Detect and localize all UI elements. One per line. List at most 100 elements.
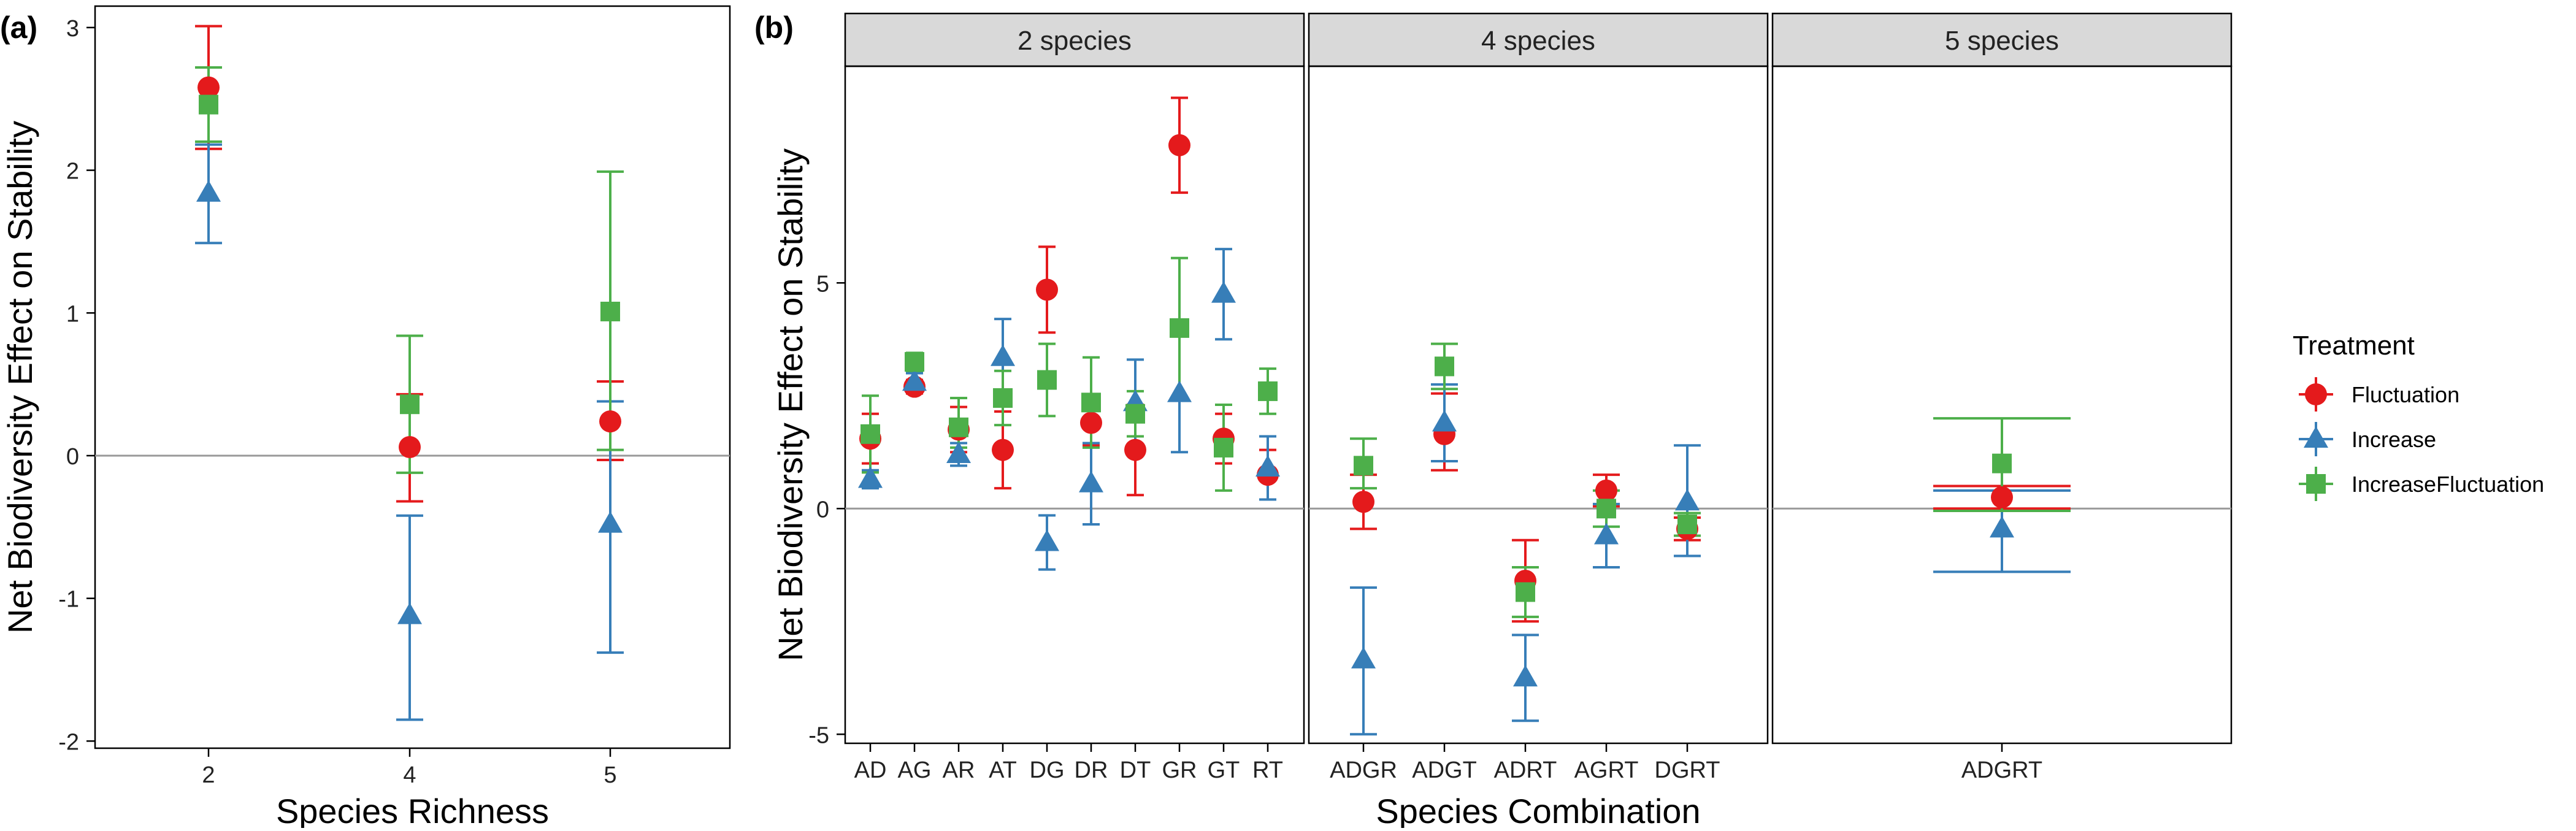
facet-2-point-IncreaseFluctuation (1354, 456, 1373, 476)
facet-2-point-Increase (1594, 523, 1619, 545)
facet-x-tick-label: ADRT (1494, 757, 1557, 783)
panel-a-point-IncreaseFluctuation (600, 301, 620, 321)
legend-label-Fluctuation: Fluctuation (2352, 382, 2459, 407)
facet-2-point-Increase (1675, 489, 1700, 511)
facet-2-point-IncreaseFluctuation (1516, 582, 1535, 602)
facet-x-tick-label: RT (1252, 757, 1283, 783)
facet-2-point-IncreaseFluctuation (1597, 499, 1616, 519)
facet-1-point-Fluctuation (992, 438, 1014, 461)
facet-strip-label: 5 species (1945, 26, 2059, 56)
panel-b-label: (b) (754, 10, 794, 45)
facet-border (1771, 65, 2233, 745)
panel-a-y-axis-title: Net Biodiversity Effect on Stability (1, 121, 39, 634)
facet-x-tick-label: ADGT (1412, 757, 1477, 783)
panel-a-y-tick-label: 3 (66, 16, 79, 42)
facet-2-point-Increase (1513, 665, 1538, 687)
panel-a-point-IncreaseFluctuation (199, 94, 218, 115)
facet-1-point-Increase (991, 344, 1015, 366)
panel-a-point-Fluctuation (197, 76, 220, 99)
facet-1-point-Increase (1035, 529, 1059, 551)
facet-2-point-Fluctuation (1352, 491, 1374, 513)
panel-a-y-tick-label: 2 (66, 159, 79, 185)
facet-border (844, 65, 1305, 745)
facet-2-point-IncreaseFluctuation (1677, 515, 1697, 535)
facet-1-point-IncreaseFluctuation (861, 424, 880, 444)
facet-border (1308, 65, 1769, 745)
facet-1-point-Increase (858, 466, 883, 488)
facet-x-tick-label: AG (898, 757, 932, 783)
facet-x-tick-label: AT (989, 757, 1017, 783)
legend-title: Treatment (2293, 331, 2415, 361)
panel-a-border (94, 5, 731, 749)
facet-1-point-Fluctuation (1168, 134, 1190, 156)
facet-1-point-IncreaseFluctuation (1125, 404, 1145, 424)
legend-marker-IncreaseFluctuation (2306, 474, 2326, 494)
facet-1-point-Increase (902, 369, 927, 391)
facet-x-tick-label: ADGR (1330, 757, 1397, 783)
facet-3-point-Fluctuation (1991, 486, 2013, 508)
panel-a-point-Fluctuation (599, 410, 621, 433)
panel-a-point-IncreaseFluctuation (400, 394, 420, 415)
panel-a-point-Increase (598, 511, 623, 533)
panel-b-y-tick-label: -5 (808, 722, 829, 748)
facet-2-point-IncreaseFluctuation (1435, 356, 1454, 377)
facet-1-point-Increase (1255, 455, 1280, 477)
facet-1-point-IncreaseFluctuation (1081, 393, 1101, 413)
panel-b-y-tick-label: 5 (816, 271, 829, 297)
figure-frame: (a) (b) (0, 10, 794, 45)
facet-x-tick-label: GT (1208, 757, 1240, 783)
facet-1-point-Increase (1211, 281, 1236, 303)
facet-1-point-IncreaseFluctuation (905, 352, 924, 372)
panel-a-label: (a) (0, 10, 37, 45)
legend-marker-Increase (2304, 426, 2328, 448)
facet-x-tick-label: DR (1075, 757, 1108, 783)
facet-strip-label: 2 species (1018, 26, 1132, 56)
facet-x-tick-label: ADGRT (1961, 757, 2042, 783)
legend-label-IncreaseFluctuation: IncreaseFluctuation (2352, 472, 2544, 497)
facet-3: 5 species ADGRT (1771, 12, 2233, 783)
facet-x-tick-label: DT (1120, 757, 1151, 783)
panel-b-x-axis-title: Species Combination (1376, 792, 1700, 828)
facet-1-point-IncreaseFluctuation (993, 388, 1013, 408)
facet-2-point-Increase (1432, 410, 1457, 432)
panel-a-point-Increase (196, 180, 221, 202)
panel-a-x-tick-label: 4 (403, 762, 416, 788)
legend-marker-Fluctuation (2305, 383, 2327, 405)
facet-x-tick-label: AR (943, 757, 975, 783)
panel-a-y-tick-label: 0 (66, 444, 79, 470)
facet-1-point-IncreaseFluctuation (1214, 437, 1233, 458)
panel-b-plot: Net Biodiversity Effect on Stability Spec… (771, 12, 2233, 830)
facet-1-point-Fluctuation (1080, 412, 1102, 434)
facet-1: 2 species AD AG AR AT DG DR DT GR GT RT (844, 12, 1305, 783)
facet-x-tick-label: DGRT (1655, 757, 1720, 783)
facet-2-point-Increase (1351, 646, 1376, 668)
facet-1-point-Fluctuation (1124, 438, 1146, 461)
facet-strip (1308, 12, 1769, 67)
panel-a-point-Increase (397, 602, 422, 624)
facet-1-point-Fluctuation (1036, 278, 1058, 301)
facet-1-point-IncreaseFluctuation (1170, 318, 1189, 338)
facet-1-point-Increase (1167, 380, 1192, 402)
panel-a-plot: -2 -1 0 1 2 3 2 4 5 Species Richness Net Biodivers… (1, 5, 731, 830)
facet-1-point-IncreaseFluctuation (949, 417, 968, 437)
facet-x-tick-label: GR (1162, 757, 1197, 783)
facet-x-tick-label: AGRT (1574, 757, 1639, 783)
facet-1-point-Increase (946, 441, 971, 463)
panel-a-x-tick-label: 2 (202, 762, 215, 788)
panel-a-x-tick-label: 5 (604, 762, 616, 788)
panel-a-y-tick-label: -1 (58, 587, 79, 613)
facet-2: 4 species ADGR ADGT ADRT AGRT DGRT (1308, 12, 1769, 783)
facet-x-tick-label: AD (854, 757, 887, 783)
facet-1-point-IncreaseFluctuation (1258, 381, 1278, 401)
panel-a-x-axis-title: Species Richness (276, 792, 549, 828)
facet-2-point-Fluctuation (1595, 479, 1617, 502)
facet-strip (1771, 12, 2233, 67)
facet-3-point-Increase (1990, 516, 2014, 538)
legend: Treatment Fluctuation Increase IncreaseFluc… (2293, 331, 2544, 501)
facet-1-point-IncreaseFluctuation (1037, 370, 1057, 390)
facet-1-point-Increase (1079, 470, 1103, 492)
facet-3-point-IncreaseFluctuation (1992, 453, 2012, 473)
panel-a-y-tick-label: -2 (58, 729, 79, 755)
facet-strip-label: 4 species (1481, 26, 1595, 56)
panel-b-y-tick-label: 0 (816, 497, 829, 523)
